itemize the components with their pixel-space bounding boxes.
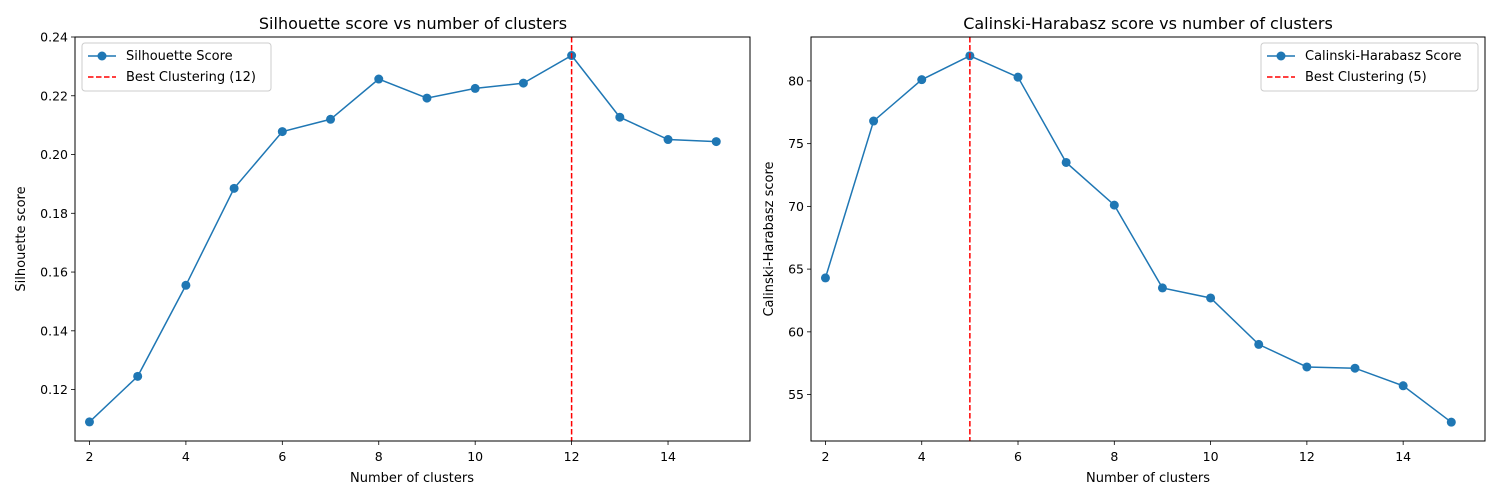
data-point xyxy=(1302,362,1312,372)
data-point xyxy=(326,114,336,124)
legend-series-label: Calinski-Harabasz Score xyxy=(1305,49,1462,64)
y-tick-label: 65 xyxy=(788,262,804,277)
x-tick-label: 10 xyxy=(467,449,483,464)
data-point xyxy=(1206,293,1216,303)
legend: Calinski-Harabasz Score Best Clustering … xyxy=(1260,42,1479,92)
legend-series-marker xyxy=(97,51,107,61)
axes-frame xyxy=(810,36,1486,442)
data-point xyxy=(133,371,143,381)
legend: Silhouette Score Best Clustering (12) xyxy=(81,42,272,92)
x-tick-label: 14 xyxy=(660,449,676,464)
y-tick-label: 80 xyxy=(788,73,804,88)
x-tick-label: 4 xyxy=(182,449,190,464)
x-tick-label: 2 xyxy=(85,449,93,464)
x-tick-label: 12 xyxy=(564,449,580,464)
legend-reference-label: Best Clustering (5) xyxy=(1305,70,1427,85)
y-tick-label: 0.14 xyxy=(40,323,68,338)
chart-title: Silhouette score vs number of clusters xyxy=(259,14,567,33)
data-point xyxy=(615,112,625,122)
data-point xyxy=(1446,417,1456,427)
y-tick-label: 0.16 xyxy=(40,265,68,280)
data-point xyxy=(711,137,721,147)
plot-area xyxy=(820,37,1456,441)
legend-reference-label: Best Clustering (12) xyxy=(126,70,256,85)
y-axis-label: Calinski-Harabasz score xyxy=(762,161,777,316)
legend-box xyxy=(81,42,272,92)
data-point xyxy=(518,78,528,88)
y-tick-label: 0.24 xyxy=(40,30,68,45)
data-point xyxy=(374,74,384,84)
data-point xyxy=(470,83,480,93)
y-tick-label: 0.20 xyxy=(40,147,68,162)
data-point xyxy=(820,273,830,283)
data-point xyxy=(1109,200,1119,210)
data-point xyxy=(84,417,94,427)
y-tick-label: 0.18 xyxy=(40,206,68,221)
y-tick-label: 75 xyxy=(788,136,804,151)
data-point xyxy=(1061,157,1071,167)
data-point xyxy=(663,135,673,145)
x-tick-label: 8 xyxy=(1110,449,1118,464)
y-tick-label: 70 xyxy=(788,199,804,214)
series-line xyxy=(88,54,717,423)
data-point xyxy=(277,127,287,137)
x-tick-label: 8 xyxy=(375,449,383,464)
silhouette-chart: Silhouette score vs number of clusters 2… xyxy=(14,14,751,486)
tick-group: 2 4 6 8 10 12 14 0.12 0.14 0.16 0.18 0.20 0.22 0.24 xyxy=(40,30,676,465)
data-point xyxy=(1350,363,1360,373)
data-point xyxy=(1398,381,1408,391)
y-tick-label: 60 xyxy=(788,324,804,339)
axes-frame xyxy=(74,36,751,442)
data-point xyxy=(181,280,191,290)
legend-series-marker xyxy=(1276,51,1286,61)
data-point xyxy=(1254,339,1264,349)
data-point xyxy=(422,93,432,103)
x-tick-label: 10 xyxy=(1203,449,1219,464)
y-tick-label: 0.12 xyxy=(40,382,68,397)
x-axis-label: Number of clusters xyxy=(350,471,474,486)
legend-series-label: Silhouette Score xyxy=(126,49,233,64)
y-tick-label: 0.22 xyxy=(40,88,68,103)
calinski-harabasz-chart: Calinski-Harabasz score vs number of clu… xyxy=(762,14,1486,486)
plot-area xyxy=(84,37,721,441)
y-axis-label: Silhouette score xyxy=(14,186,29,291)
x-tick-label: 12 xyxy=(1299,449,1315,464)
x-tick-label: 4 xyxy=(918,449,926,464)
data-point xyxy=(229,183,239,193)
data-point xyxy=(1157,283,1167,293)
x-tick-label: 6 xyxy=(1014,449,1022,464)
data-point xyxy=(1013,72,1023,82)
x-tick-label: 14 xyxy=(1395,449,1411,464)
x-tick-label: 6 xyxy=(278,449,286,464)
x-axis-label: Number of clusters xyxy=(1086,471,1210,486)
data-point xyxy=(917,75,927,85)
tick-group: 2 4 6 8 10 12 14 55 60 65 70 75 80 xyxy=(788,73,1411,464)
series-line xyxy=(824,54,1452,423)
legend-box xyxy=(1260,42,1479,92)
chart-title: Calinski-Harabasz score vs number of clu… xyxy=(963,14,1333,33)
data-point xyxy=(869,116,879,126)
x-tick-label: 2 xyxy=(821,449,829,464)
y-tick-label: 55 xyxy=(788,387,804,402)
